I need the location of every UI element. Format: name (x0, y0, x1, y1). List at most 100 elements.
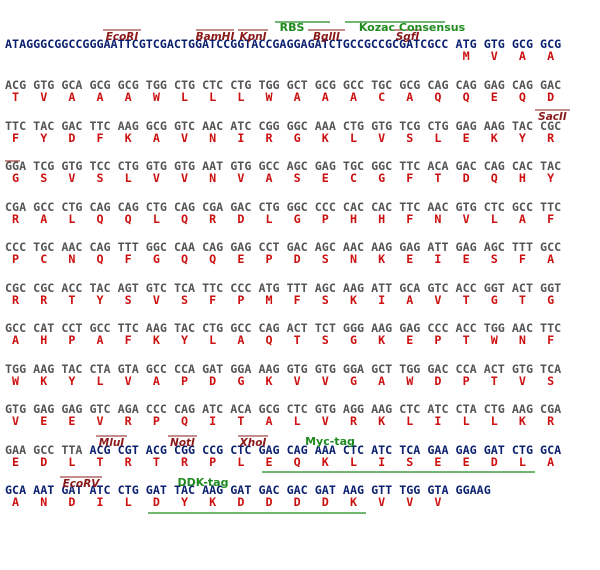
amino-acid: Q (181, 252, 188, 266)
amino-acid: Q (181, 414, 188, 428)
codon: CGC (5, 281, 26, 295)
codon: CAC (512, 159, 533, 173)
amino-acid: N (434, 212, 441, 226)
amino-acid: V (378, 495, 385, 509)
amino-acid: P (463, 374, 470, 388)
amino-acid: P (153, 414, 160, 428)
codon: TTC (540, 321, 561, 335)
codon: ATG (456, 37, 477, 51)
amino-acid: Y (547, 171, 554, 185)
amino-acid: Y (68, 374, 75, 388)
codon: CAG (174, 402, 195, 416)
codon: CCC (427, 321, 448, 335)
amino-acid: R (547, 131, 555, 145)
amino-acid: R (350, 414, 358, 428)
amino-acid: S (322, 293, 329, 307)
codon: ATC (89, 483, 110, 497)
codon: TTC (202, 281, 223, 295)
codon: GGC (146, 240, 167, 254)
amino-acid: L (491, 414, 498, 428)
amino-acid: F (12, 131, 19, 145)
codon: CAG (287, 443, 308, 457)
codon: ACT (287, 321, 308, 335)
codon: CTG (118, 483, 139, 497)
codon: ACG (5, 78, 26, 92)
codon: CTA (89, 362, 110, 376)
codon: GAG (456, 119, 477, 133)
amino-acid: L (125, 495, 132, 509)
codon: TTT (287, 281, 308, 295)
amino-acid: A (237, 333, 244, 347)
amino-acid: G (378, 171, 385, 185)
codon: AAG (202, 483, 223, 497)
amino-acid: L (519, 455, 526, 469)
codon: GAC (287, 240, 308, 254)
amino-acid: Y (97, 293, 104, 307)
codon: ACC (61, 281, 82, 295)
amino-acid: V (237, 171, 244, 185)
codon: CCT (258, 240, 279, 254)
codon: TTC (118, 321, 139, 335)
amino-acid: H (40, 333, 47, 347)
codon: AAT (202, 159, 223, 173)
codon: GGG (343, 321, 364, 335)
amino-acid: A (12, 495, 19, 509)
codon: TCT (315, 321, 336, 335)
codon: TAC (89, 281, 110, 295)
amino-acid: K (378, 333, 385, 347)
amino-acid: N (209, 171, 216, 185)
codon: GAC (540, 78, 561, 92)
amino-acid: A (406, 293, 413, 307)
amino-acid: D (491, 455, 498, 469)
amino-acid: T (153, 455, 160, 469)
codon: GTG (456, 200, 477, 214)
codon: GCG (118, 78, 139, 92)
amino-acid: L (237, 455, 244, 469)
codon: GAG (230, 240, 251, 254)
codon: GCA (399, 281, 420, 295)
element-label: Myc-tag (305, 435, 355, 448)
amino-acid: T (97, 455, 104, 469)
codon: CTG (174, 78, 195, 92)
amino-acid: A (265, 171, 272, 185)
codon: TAC (540, 159, 561, 173)
amino-acid: S (547, 374, 554, 388)
codon: GCC (230, 321, 251, 335)
codon: GAA (5, 443, 26, 457)
codon: CAG (89, 200, 110, 214)
codon: CCG (202, 443, 223, 457)
codon: ACC (456, 321, 477, 335)
amino-acid: R (125, 414, 133, 428)
amino-acid: S (294, 171, 301, 185)
codon: GAG (258, 443, 279, 457)
codon: GAG (399, 240, 420, 254)
amino-acid: Q (209, 252, 216, 266)
amino-acid: E (12, 455, 19, 469)
amino-acid: V (322, 414, 329, 428)
amino-acid: W (265, 90, 273, 104)
codon: GAG (456, 240, 477, 254)
amino-acid: A (153, 131, 160, 145)
amino-acid: R (265, 131, 273, 145)
codon: GAC (230, 200, 251, 214)
codon: GCG (540, 37, 561, 51)
amino-acid: A (68, 90, 75, 104)
amino-acid: H (350, 212, 357, 226)
codon: CAG (484, 159, 505, 173)
amino-acid: Q (97, 212, 104, 226)
codon: CCA (174, 362, 195, 376)
codon: AAA (315, 119, 336, 133)
codon: CTC (287, 402, 308, 416)
codon: CTG (61, 200, 82, 214)
codon: CTC (202, 78, 223, 92)
amino-acid: L (463, 414, 470, 428)
amino-acid: I (378, 293, 385, 307)
amino-acid: W (491, 333, 499, 347)
codon: ATG (258, 281, 279, 295)
codon: ATC (427, 402, 448, 416)
amino-acid: V (519, 374, 526, 388)
amino-acid: G (237, 374, 244, 388)
amino-acid: L (237, 90, 244, 104)
codon: AGC (287, 159, 308, 173)
